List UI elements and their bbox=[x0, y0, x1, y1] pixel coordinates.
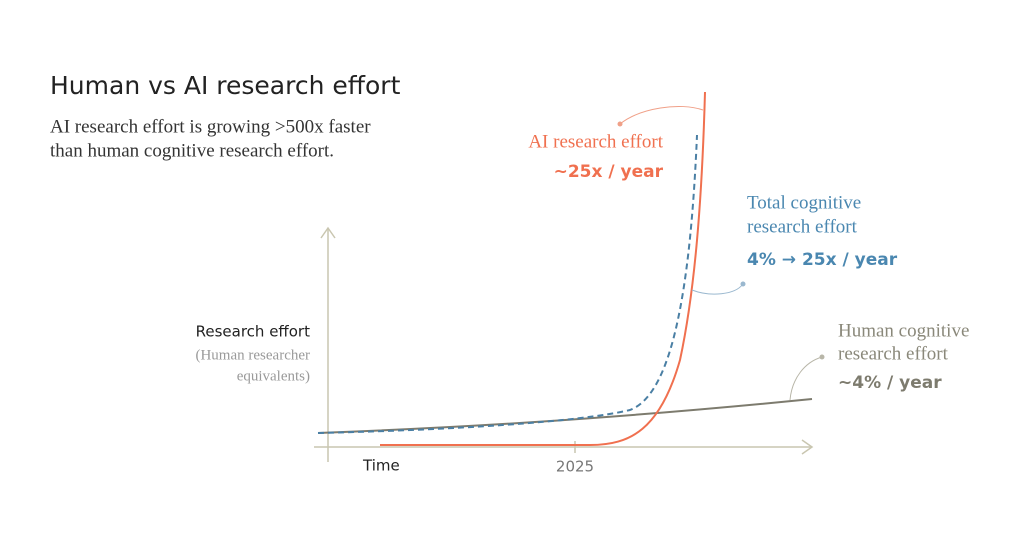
subtitle: than human cognitive research effort. bbox=[50, 140, 334, 161]
human-curve bbox=[317, 398, 813, 434]
connectors bbox=[617, 105, 825, 401]
total-rate: 4% → 25x / year bbox=[747, 250, 898, 270]
subtitle: AI research effort is growing >500x fast… bbox=[50, 116, 371, 137]
total-label: research effort bbox=[747, 216, 858, 237]
x-axis-label: Time bbox=[362, 457, 400, 475]
y-axis-sublabel: (Human researcher bbox=[195, 347, 310, 363]
ai-rate: ~25x / year bbox=[554, 162, 664, 182]
y-axis-label: Research effort bbox=[196, 323, 310, 341]
ai-curve bbox=[380, 91, 706, 446]
human-label: research effort bbox=[838, 343, 949, 364]
human-label: Human cognitive bbox=[838, 320, 969, 341]
ai-label: AI research effort bbox=[528, 131, 663, 152]
y-axis-sublabel: equivalents) bbox=[237, 368, 310, 384]
x-tick-label: 2025 bbox=[556, 458, 594, 476]
axes bbox=[314, 226, 814, 462]
total-label: Total cognitive bbox=[747, 192, 861, 213]
human-rate: ~4% / year bbox=[838, 373, 942, 393]
title: Human vs AI research effort bbox=[50, 71, 401, 100]
total-curve bbox=[317, 134, 698, 434]
